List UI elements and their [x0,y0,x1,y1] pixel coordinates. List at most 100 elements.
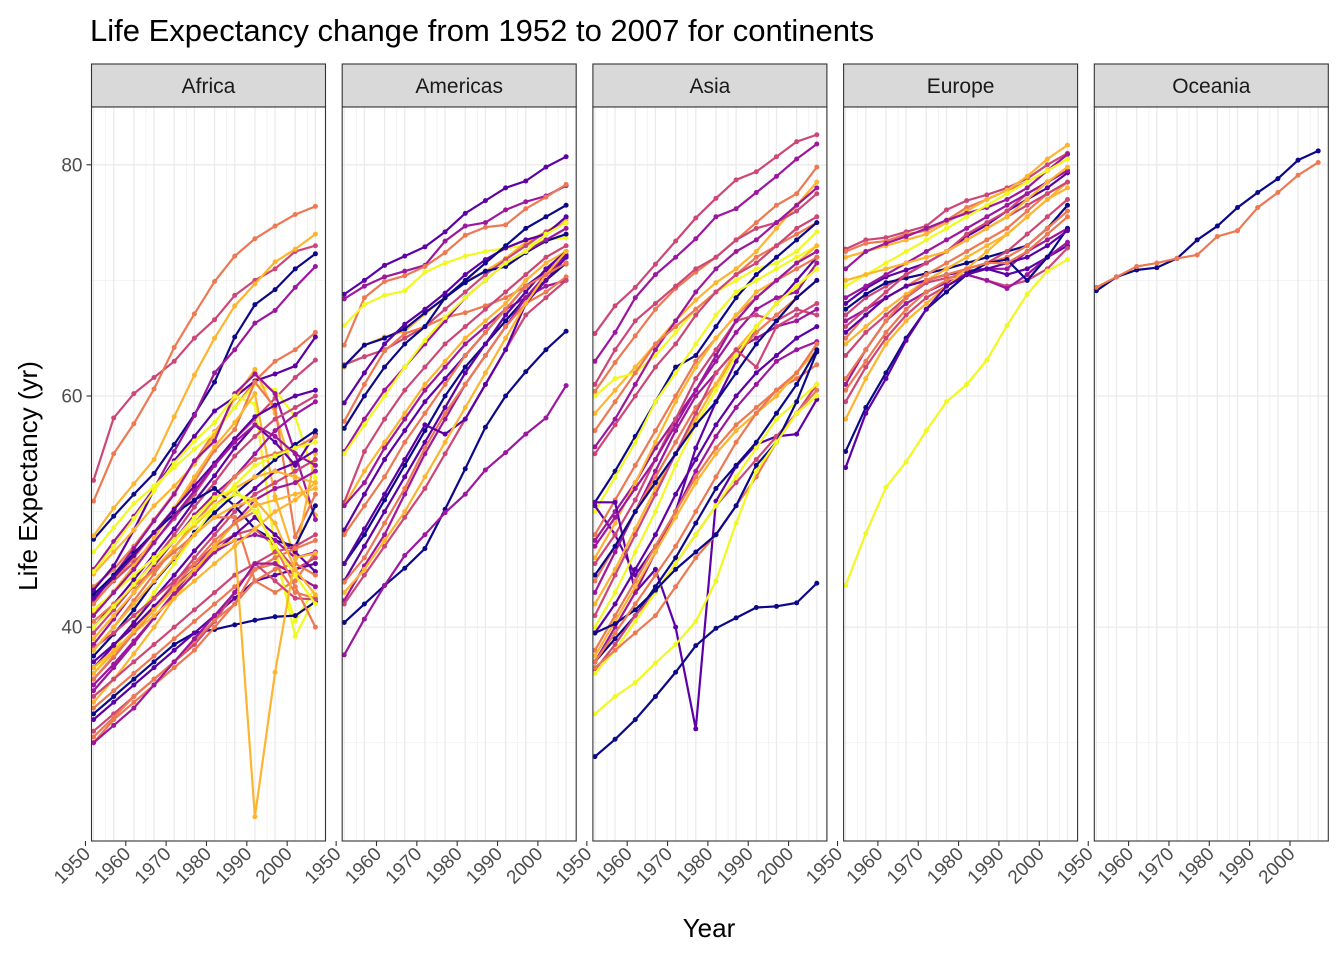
data-point [252,457,258,463]
data-point [252,451,258,457]
data-point [814,393,820,399]
data-point [984,260,990,266]
series-line [343,221,567,455]
data-point [773,254,779,260]
data-point [503,295,509,301]
data-point [361,342,367,348]
data-point [131,607,137,613]
data-point [442,229,448,235]
series-line [593,221,818,503]
data-point [503,222,509,228]
data-point [402,341,408,347]
data-point [773,301,779,306]
data-point [1024,179,1030,185]
data-point [252,379,258,385]
data-point [773,353,779,359]
data-point [171,636,177,642]
data-point [883,335,889,341]
series-line [594,133,818,335]
data-point [814,191,820,197]
series-line [594,143,818,362]
data-point [312,357,318,363]
data-point [753,410,759,416]
data-point [503,257,509,263]
data-point [442,376,448,382]
data-point [673,364,679,370]
data-point [131,682,137,688]
data-point [252,561,258,567]
data-point [843,448,849,454]
data-point [191,483,197,489]
data-point [171,659,177,665]
data-point [523,199,529,205]
facet-strip [90,63,327,108]
data-point [652,474,658,480]
data-point [191,372,197,378]
data-point [91,549,97,555]
data-point [171,532,177,538]
data-point [252,391,258,397]
series-line [845,166,1069,282]
data-point [382,393,388,399]
data-point [212,617,218,623]
data-point [382,457,388,463]
data-point [111,589,117,595]
data-point [964,260,970,266]
data-point [91,699,97,705]
data-point [91,717,97,723]
data-point [753,329,759,335]
data-point [814,260,820,266]
data-point [1024,231,1030,237]
data-point [111,722,117,728]
data-point [592,331,598,337]
data-point [171,595,177,601]
data-point [1065,151,1071,157]
data-point [753,341,759,347]
series-line [92,498,317,652]
data-point [964,266,970,272]
data-point [693,445,699,451]
data-point [883,289,889,295]
panel-grid [1094,107,1329,841]
data-point [171,665,177,671]
data-point [212,495,218,501]
data-point [272,439,278,445]
data-point [652,587,658,593]
series-line [594,582,818,758]
data-point [131,577,137,583]
data-point [713,254,719,260]
data-point [814,185,820,191]
data-point [191,311,197,317]
data-point [773,603,779,609]
y-tick-label: 40 [61,618,82,639]
data-point [1065,156,1071,162]
data-point [191,532,197,538]
data-point [111,505,117,511]
data-point [883,240,889,246]
data-point [632,532,638,538]
data-point [1065,179,1071,185]
data-point [632,295,638,301]
data-point [652,261,658,267]
data-point [652,509,658,515]
data-point [191,607,197,613]
data-point [191,555,197,561]
data-point [422,399,428,405]
data-point [1004,202,1010,208]
data-point [592,393,598,399]
data-point [312,428,318,434]
data-point [402,485,408,491]
data-point [612,694,618,700]
data-point [563,274,569,280]
data-point [462,341,468,347]
data-point [843,248,849,254]
data-point [272,566,278,572]
data-point [1214,233,1220,239]
series-line [594,351,818,634]
data-point [232,427,238,432]
series-line [343,244,567,503]
data-point [652,566,658,572]
data-point [312,387,318,393]
data-point [361,503,367,509]
